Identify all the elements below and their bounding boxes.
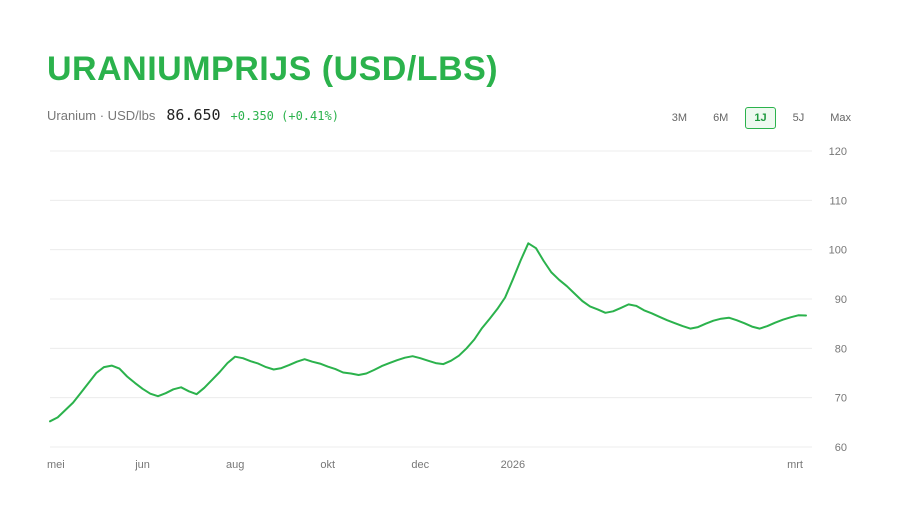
- range-selector: 3M 6M 1J 5J Max: [663, 107, 860, 129]
- y-tick-label: 90: [835, 294, 847, 306]
- y-tick-label: 80: [835, 343, 847, 355]
- y-tick-label: 70: [835, 393, 847, 405]
- current-price: 86.650: [166, 106, 221, 124]
- y-tick-label: 120: [829, 146, 847, 158]
- range-button-1j[interactable]: 1J: [745, 107, 776, 129]
- x-tick-label: okt: [320, 459, 335, 471]
- x-tick-label: jun: [134, 459, 150, 471]
- page-title: URANIUMPRIJS (USD/LBS): [47, 50, 499, 88]
- range-button-max[interactable]: Max: [821, 107, 860, 129]
- y-tick-label: 100: [829, 245, 847, 257]
- x-tick-label: mei: [47, 459, 65, 471]
- y-tick-label: 60: [835, 442, 847, 454]
- y-tick-label: 110: [829, 195, 847, 207]
- price-change: +0.350 (+0.41%): [230, 109, 339, 123]
- x-tick-label: mrt: [787, 459, 803, 471]
- range-button-5j[interactable]: 5J: [784, 107, 814, 129]
- x-axis-ticks: mei jun aug okt dec 2026 mrt: [47, 459, 803, 471]
- x-tick-label: 2026: [501, 459, 525, 471]
- range-button-6m[interactable]: 6M: [704, 107, 737, 129]
- instrument-label: Uranium · USD/lbs: [47, 108, 156, 123]
- price-line: [49, 242, 807, 423]
- price-series: [49, 242, 807, 423]
- x-tick-label: dec: [411, 459, 429, 471]
- grid-lines: [50, 150, 812, 448]
- y-axis-ticks: 120 110 100 90 80 70 60: [829, 146, 847, 454]
- price-quote: Uranium · USD/lbs 86.650 +0.350 (+0.41%): [47, 106, 339, 124]
- range-button-3m[interactable]: 3M: [663, 107, 696, 129]
- x-tick-label: aug: [226, 459, 244, 471]
